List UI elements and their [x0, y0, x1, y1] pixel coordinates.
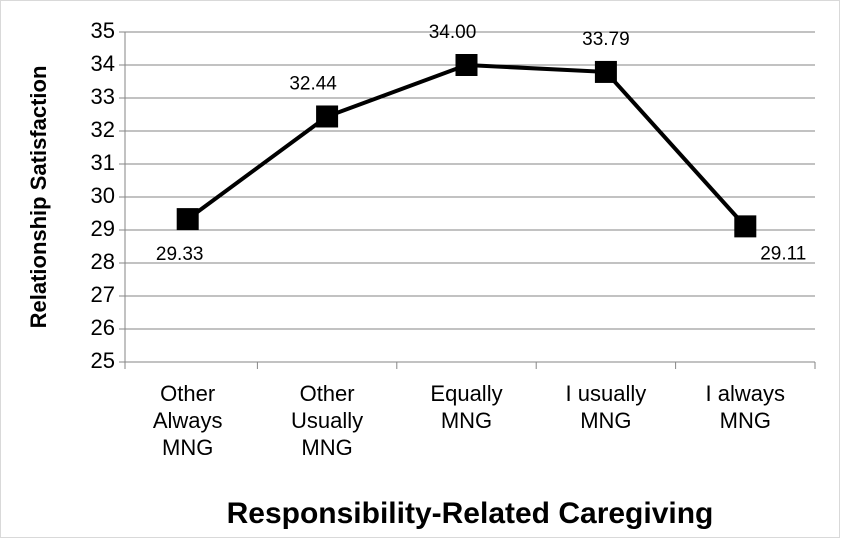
- marker: [455, 54, 478, 76]
- y-tick-label: 30: [91, 183, 115, 208]
- x-tick-label: Other Always MNG: [152, 381, 223, 460]
- data-label: 33.79: [582, 29, 630, 50]
- x-axis-title: Responsibility-Related Caregiving: [227, 497, 714, 530]
- marker: [594, 60, 617, 83]
- x-tick-label: Equally MNG: [430, 381, 503, 433]
- x-tick-label: Other Usually MNG: [291, 381, 364, 460]
- marker: [176, 208, 199, 231]
- x-tick-label: I always MNG: [705, 381, 786, 433]
- y-axis-title: Relationship Satisfaction: [26, 66, 51, 329]
- data-label: 29.11: [760, 243, 806, 264]
- y-tick-label: 35: [91, 18, 115, 43]
- data-label: 34.00: [429, 22, 477, 43]
- y-tick-label: 25: [91, 348, 115, 373]
- y-tick-label: 32: [91, 117, 115, 142]
- y-tick-label: 34: [91, 51, 115, 76]
- y-tick-label: 31: [91, 150, 115, 175]
- x-tick-label: I usually MNG: [565, 381, 647, 433]
- y-tick-label: 26: [91, 315, 115, 340]
- data-line: [186, 62, 747, 228]
- data-label: 32.44: [289, 73, 337, 94]
- y-tick-label: 29: [91, 216, 115, 241]
- data-label: 29.33: [156, 244, 204, 265]
- marker: [734, 215, 757, 238]
- y-tick-label: 27: [91, 282, 115, 307]
- y-tick-label: 33: [91, 84, 115, 109]
- y-tick-label: 28: [91, 249, 115, 274]
- marker: [316, 105, 339, 128]
